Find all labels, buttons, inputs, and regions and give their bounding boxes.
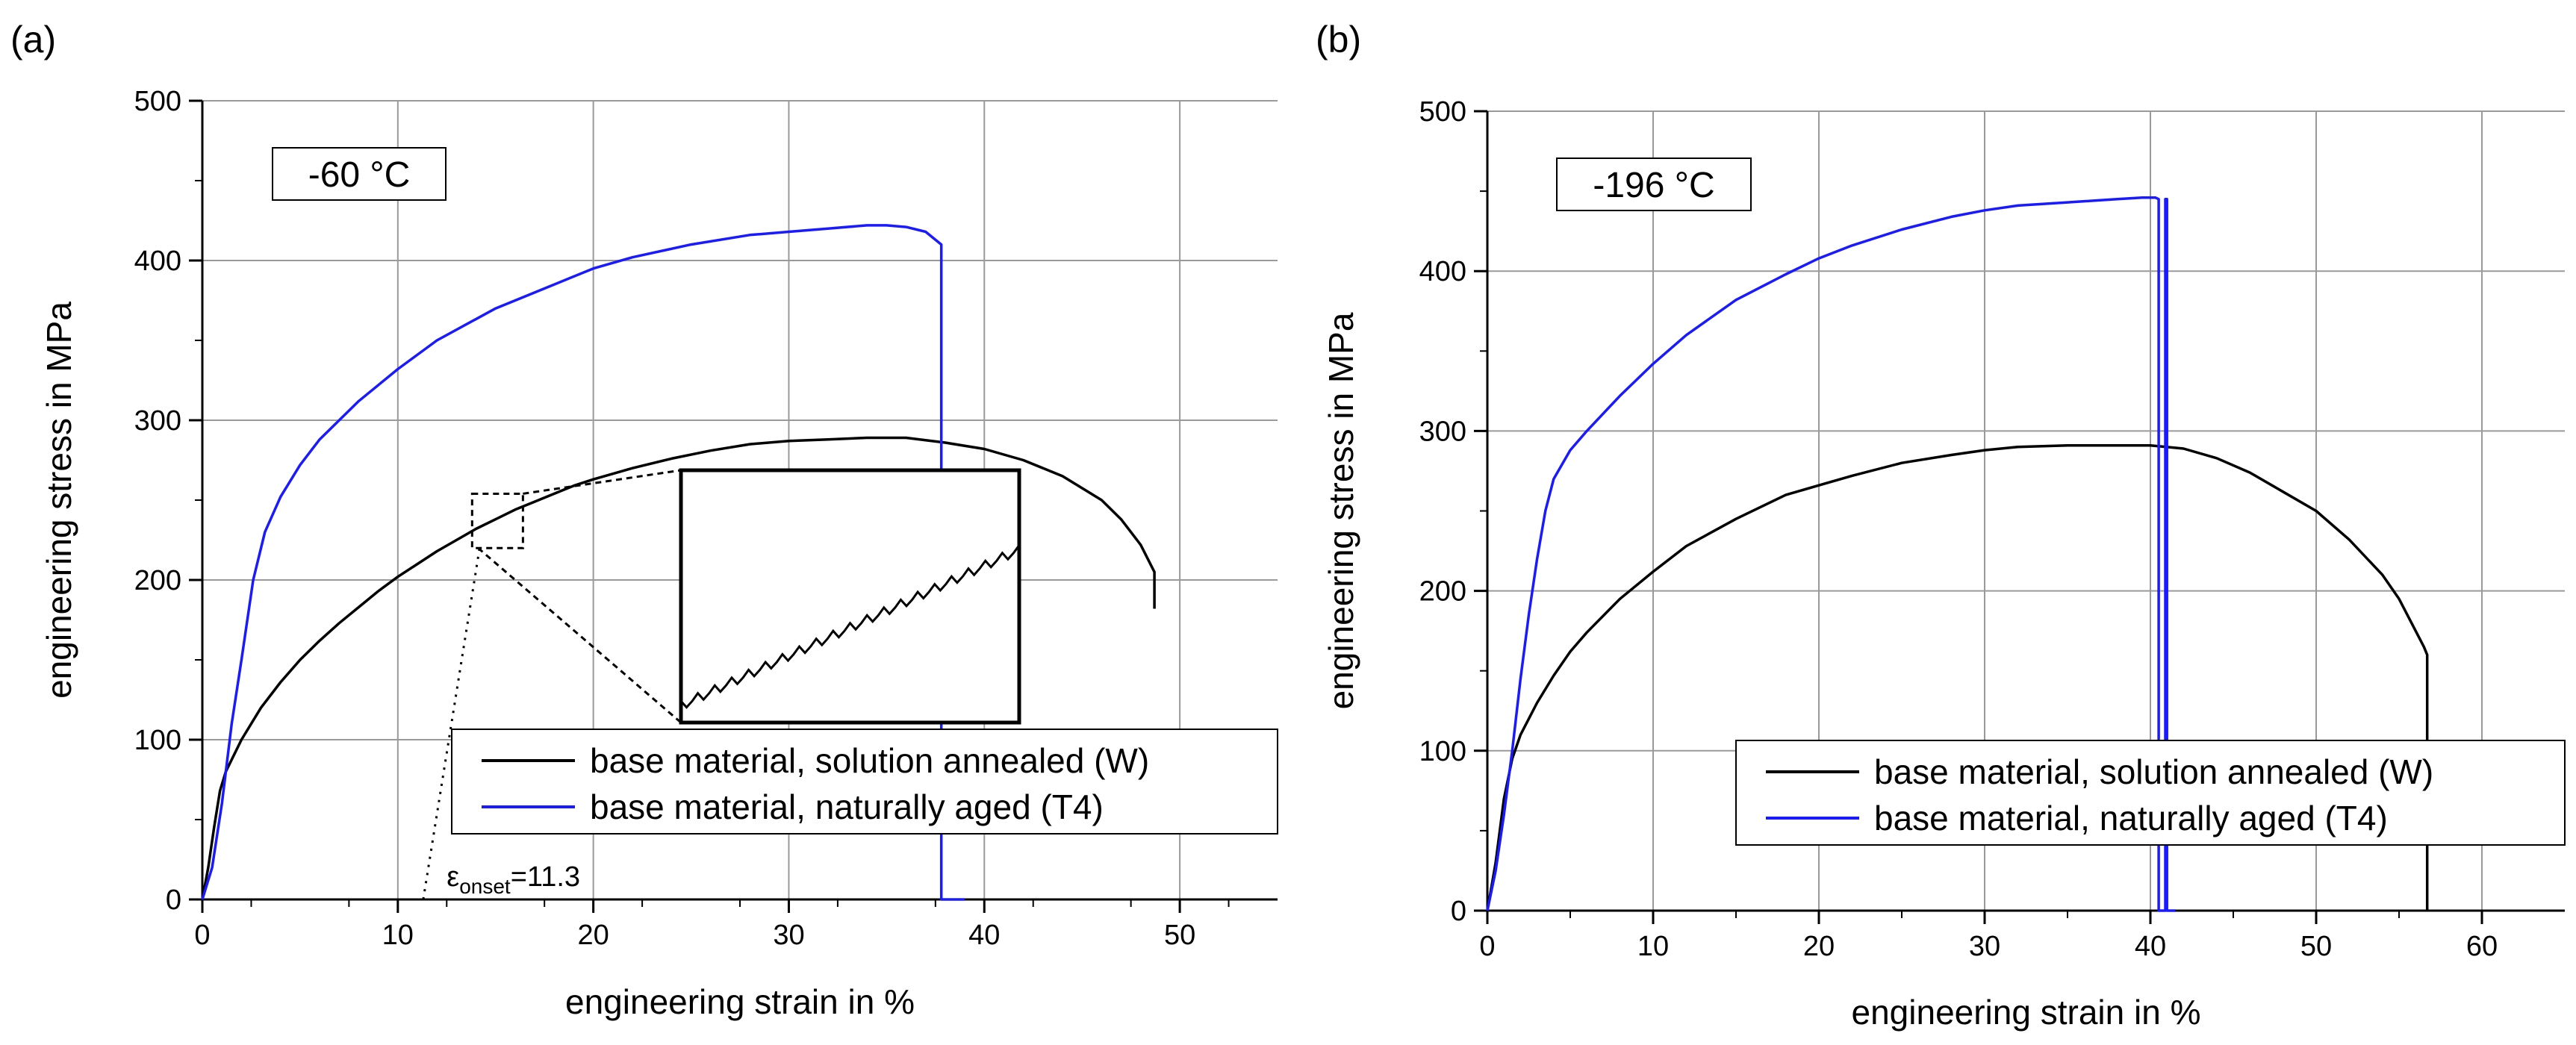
x-tick-label: 10: [1637, 931, 1669, 962]
temperature-box: [1556, 157, 1752, 211]
inset-box: [679, 468, 1021, 725]
inset-curve: [679, 544, 1021, 709]
series-line-1: [1486, 196, 2176, 912]
temperature-label: -196 °C: [1593, 166, 1714, 205]
x-tick-label: 30: [1969, 931, 2000, 962]
x-tick-label: 50: [2300, 931, 2332, 962]
x-tick-label: 0: [194, 920, 210, 951]
y-tick-label: 0: [166, 885, 181, 916]
series-line-0: [201, 436, 1156, 900]
y-tick-label: 100: [134, 725, 181, 756]
zoom-connector-top: [523, 469, 682, 495]
y-tick-label: 400: [1419, 256, 1466, 287]
onset-value: =11.3: [511, 861, 580, 893]
x-axis-title: engineering strain in %: [1852, 993, 2201, 1032]
panel-label: (b): [1316, 19, 1361, 60]
legend-box: [451, 729, 1278, 835]
y-axis-title: engineering stress in MPa: [1322, 312, 1360, 709]
y-tick-label: 200: [134, 565, 181, 596]
y-tick-label: 500: [1419, 96, 1466, 128]
x-tick-label: 20: [577, 920, 609, 951]
y-tick-label: 400: [134, 246, 181, 277]
onset-dotted-line: [422, 547, 481, 900]
x-tick-label: 30: [773, 920, 804, 951]
x-tick-label: 50: [1164, 920, 1195, 951]
onset-label: εonset=11.3: [447, 861, 580, 898]
panel-label: (a): [10, 19, 56, 60]
temperature-box: [272, 147, 447, 201]
temperature-label: -60 °C: [308, 155, 411, 195]
y-tick-label: 0: [1451, 896, 1466, 927]
y-tick-label: 500: [134, 86, 181, 117]
series-line-1: [201, 224, 965, 901]
legend-label-0: base material, solution annealed (W): [590, 741, 1149, 780]
chart-panel-b: 0 10 20 30 40 50 60 0 100 200 300 400 500 engineering…: [1316, 19, 2566, 1032]
legend-label-1: base material, naturally aged (T4): [590, 787, 1104, 826]
x-tick-label: 40: [2135, 931, 2166, 962]
x-tick-label: 10: [382, 920, 414, 951]
zoom-connector-bottom: [477, 547, 682, 724]
x-tick-label: 0: [1479, 931, 1495, 962]
legend-box: [1735, 740, 2566, 846]
y-tick-label: 300: [1419, 416, 1466, 447]
x-tick-label: 40: [968, 920, 1000, 951]
series-line-0: [1486, 443, 2429, 911]
onset-symbol: ε: [447, 861, 459, 893]
legend-label-0: base material, solution annealed (W): [1874, 752, 2433, 791]
x-tick-label: 60: [2466, 931, 2498, 962]
onset-subscript: onset: [459, 875, 511, 898]
y-axis-title: engineering stress in MPa: [40, 302, 78, 699]
y-tick-label: 200: [1419, 576, 1466, 608]
zoom-region-box: [470, 492, 524, 549]
x-axis-title: engineering strain in %: [565, 982, 915, 1021]
y-tick-label: 300: [134, 405, 181, 437]
y-tick-label: 100: [1419, 736, 1466, 767]
legend-label-1: base material, naturally aged (T4): [1874, 799, 2388, 837]
x-tick-label: 20: [1803, 931, 1835, 962]
